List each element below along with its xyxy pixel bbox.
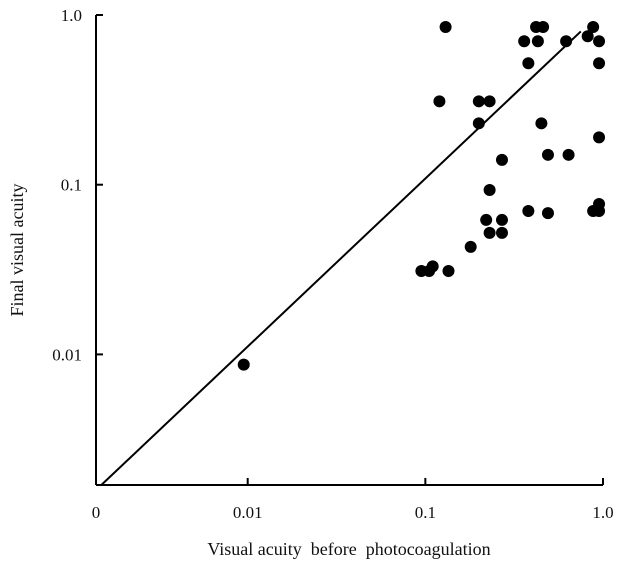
data-point	[433, 95, 446, 108]
data-point	[587, 20, 600, 33]
x-axis-title: Visual acuity before photocoagulation	[207, 539, 490, 559]
x-tick-label: 0	[92, 503, 101, 522]
x-axis-ticks: 0 0.01 0.1 1.0	[92, 478, 614, 522]
identity-line-group	[100, 30, 582, 486]
data-point	[480, 213, 493, 226]
data-point	[541, 207, 554, 220]
data-point	[581, 30, 594, 43]
y-tick-label: 1.0	[61, 6, 82, 25]
data-point	[518, 35, 531, 48]
data-point	[560, 35, 573, 48]
data-point	[593, 131, 606, 144]
data-point	[483, 226, 496, 239]
data-point	[522, 204, 535, 217]
data-point	[483, 184, 496, 197]
data-point	[541, 148, 554, 161]
data-point	[464, 240, 477, 253]
y-tick-label: 0.1	[61, 176, 82, 195]
y-axis-ticks: 0.01 0.1 1.0	[52, 6, 103, 364]
data-point	[495, 153, 508, 166]
data-point	[483, 95, 496, 108]
x-tick-label: 0.1	[415, 503, 436, 522]
identity-line	[100, 30, 582, 486]
y-axis-title: Final visual acuity	[7, 184, 27, 317]
data-point	[535, 117, 548, 130]
data-point	[472, 95, 485, 108]
data-point	[439, 20, 452, 33]
data-point	[562, 148, 575, 161]
data-point	[442, 265, 455, 278]
data-point	[537, 20, 550, 33]
x-tick-label: 0.01	[233, 503, 263, 522]
scatter-points	[237, 20, 606, 371]
data-point	[593, 204, 606, 217]
plot-area: 0 0.01 0.1 1.0 0.01 0.1 1.0	[52, 6, 613, 522]
data-point	[426, 260, 439, 273]
x-tick-label: 1.0	[592, 503, 613, 522]
data-point	[495, 226, 508, 239]
data-point	[495, 213, 508, 226]
data-point	[593, 35, 606, 48]
data-point	[531, 35, 544, 48]
data-point	[522, 57, 535, 70]
data-point	[472, 117, 485, 130]
data-point	[237, 358, 250, 371]
y-tick-label: 0.01	[52, 345, 82, 364]
data-point	[593, 57, 606, 70]
